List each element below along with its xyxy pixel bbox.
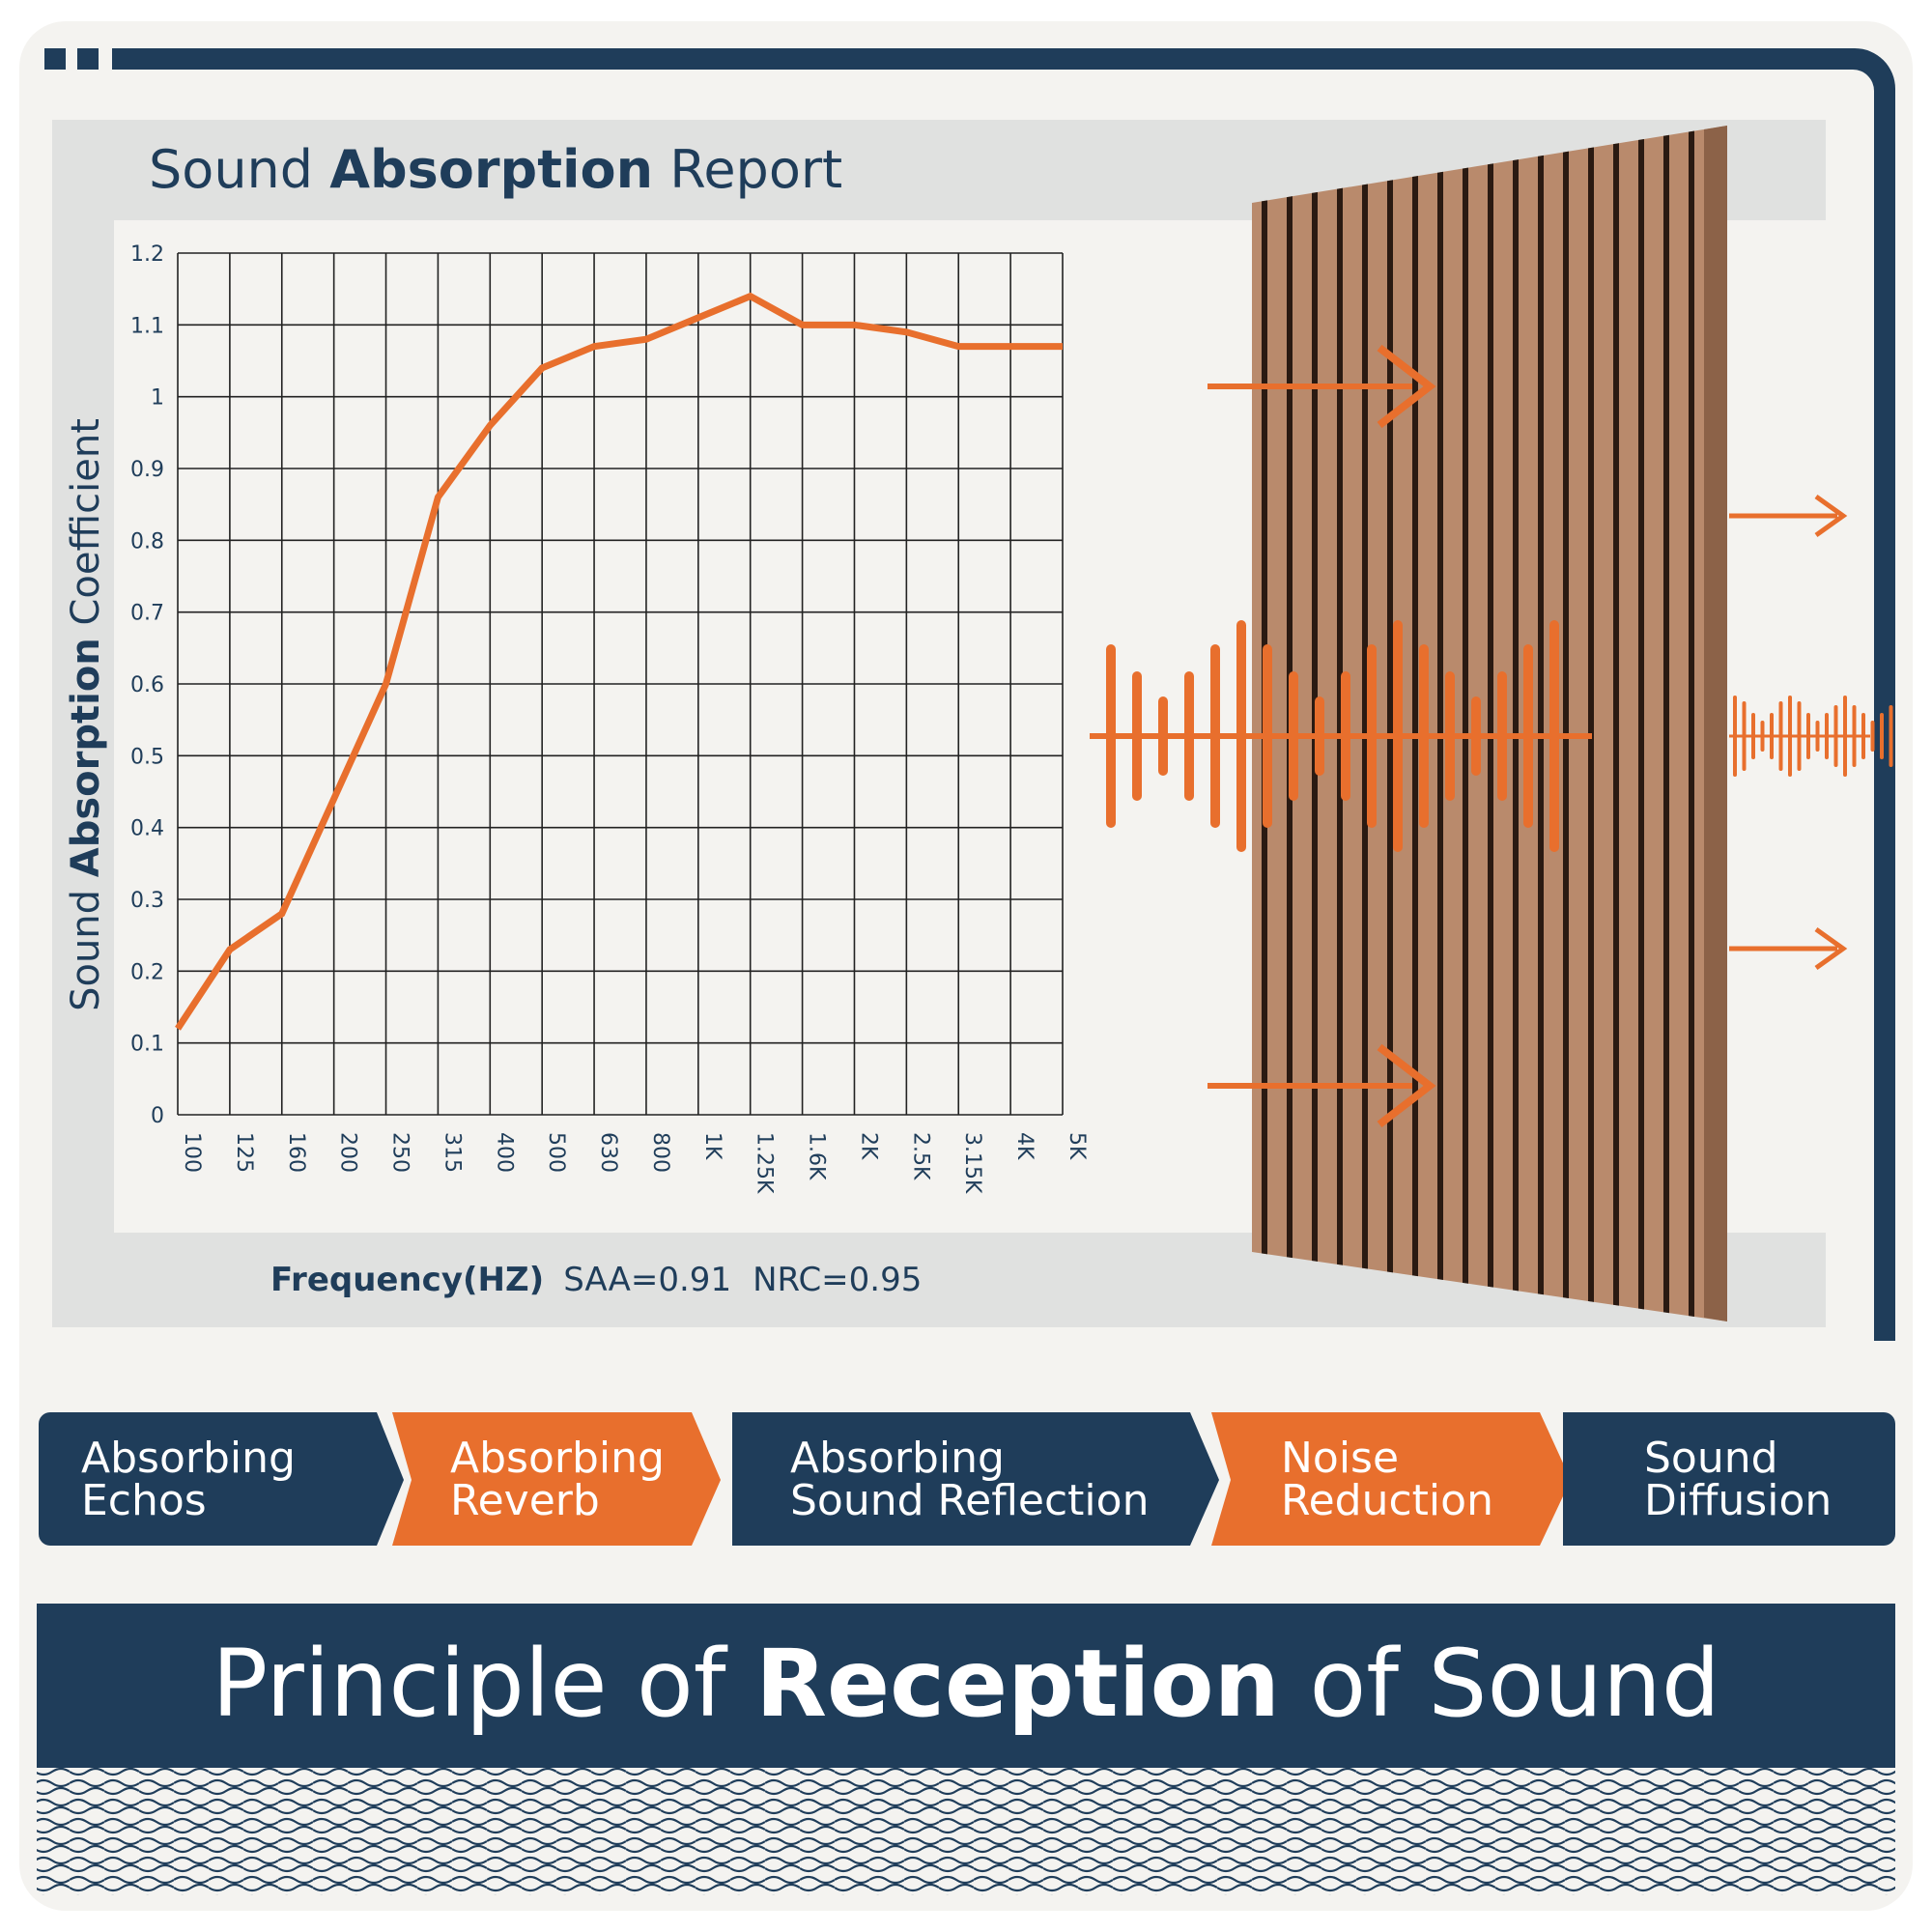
feature-label-line2: Sound Reflection	[790, 1476, 1149, 1525]
feature-sound-diffusion: Sound Diffusion	[1563, 1412, 1895, 1546]
panel-slat-groove	[1488, 126, 1493, 1321]
banner-background	[37, 1604, 1895, 1768]
y-tick-label: 1	[151, 386, 164, 411]
panel-slat-groove	[1513, 126, 1519, 1321]
incoming-arrow-bottom	[1208, 1043, 1436, 1128]
x-tick-label: 250	[388, 1132, 412, 1173]
x-tick-label: 800	[648, 1132, 672, 1173]
feature-absorbing-sound-reflection: Absorbing Sound Reflection	[732, 1412, 1219, 1546]
feature-absorbing-reverb: Absorbing Reverb	[392, 1412, 721, 1546]
feature-absorbing-echos: Absorbing Echos	[39, 1412, 404, 1546]
x-tick-labels: 100 125 160 200 250 315 400 500 630 800 1K 1.25K 1.6…	[180, 1132, 1089, 1194]
y-tick-label: 0.2	[130, 960, 164, 984]
panel-slat-groove	[1412, 126, 1418, 1321]
y-tick-label: 0.7	[130, 602, 164, 626]
panel-slat-groove	[1689, 126, 1694, 1321]
x-tick-label: 1K	[700, 1132, 724, 1160]
x-axis-label: Frequency(HZ)	[270, 1261, 544, 1299]
y-tick-label: 1.1	[130, 314, 164, 338]
feature-label-line2: Reverb	[450, 1476, 600, 1525]
x-tick-label: 160	[284, 1132, 308, 1173]
x-tick-label: 400	[492, 1132, 516, 1173]
chart-series	[175, 292, 1063, 1031]
x-tick-label: 5K	[1065, 1132, 1089, 1160]
x-tick-label: 1.25K	[753, 1132, 777, 1194]
y-tick-label: 0.5	[130, 745, 164, 769]
y-tick-label: 1.2	[130, 242, 164, 267]
x-tick-label: 315	[440, 1132, 464, 1173]
feature-label-line1: Absorbing	[81, 1434, 296, 1483]
series-line	[175, 292, 1063, 1031]
panel-slat-groove	[1563, 126, 1569, 1321]
x-tick-label: 3.15K	[960, 1132, 984, 1194]
saa-value: SAA=0.91	[563, 1261, 731, 1299]
panel-slat-groove	[1437, 126, 1443, 1321]
y-axis-label: Sound Absorption Coefficient	[64, 418, 108, 1011]
x-tick-label: 630	[596, 1132, 620, 1173]
outgoing-arrow-bottom	[1729, 926, 1848, 971]
feature-label-line1: Noise	[1281, 1434, 1399, 1483]
y-tick-labels: 0 0.1 0.2 0.3 0.4 0.5 0.6 0.7 0.8 0.9 1 1.1 1.2	[130, 242, 164, 1128]
panel-slat-groove	[1337, 126, 1343, 1321]
chart-grid	[177, 252, 1064, 1116]
x-tick-label: 2K	[856, 1132, 880, 1160]
y-tick-label: 0.1	[130, 1033, 164, 1057]
x-tick-label: 200	[336, 1132, 360, 1173]
banner-title: Principle of Reception of Sound	[212, 1630, 1720, 1738]
feature-label-line2: Echos	[81, 1476, 207, 1525]
panel-slat-groove	[1613, 126, 1619, 1321]
acoustic-panel-illustration	[1252, 126, 1727, 1321]
feature-strip: Absorbing Echos Absorbing Reverb Absorbi…	[39, 1412, 1895, 1546]
feature-label-line1: Absorbing	[790, 1434, 1005, 1483]
panel-slat-groove	[1538, 126, 1544, 1321]
x-axis-caption: Frequency(HZ) SAA=0.91 NRC=0.95	[270, 1261, 922, 1299]
feature-label-line2: Reduction	[1281, 1476, 1493, 1525]
panel-slat-groove	[1638, 126, 1644, 1321]
wave-pattern-strip	[37, 1768, 1895, 1895]
panel-slat-groove	[1663, 126, 1669, 1321]
y-tick-label: 0.8	[130, 529, 164, 554]
panel-slat-groove	[1463, 126, 1468, 1321]
y-tick-label: 0.6	[130, 673, 164, 697]
panel-slat-groove	[1362, 126, 1368, 1321]
incoming-arrow-top	[1208, 344, 1436, 429]
x-tick-label: 4K	[1012, 1132, 1037, 1160]
y-tick-label: 0.3	[130, 889, 164, 913]
nrc-value: NRC=0.95	[753, 1261, 922, 1299]
transmitted-sound-wave	[1729, 696, 1893, 777]
outgoing-arrow-top	[1729, 494, 1848, 538]
x-tick-label: 100	[180, 1132, 204, 1173]
x-tick-label: 125	[232, 1132, 256, 1173]
y-tick-label: 0	[151, 1104, 164, 1128]
report-title: Sound Absorption Report	[149, 139, 842, 200]
y-tick-label: 0.4	[130, 817, 164, 841]
incoming-sound-wave	[1090, 620, 1592, 852]
panel-slat-groove	[1387, 126, 1393, 1321]
feature-label-line2: Diffusion	[1644, 1476, 1832, 1525]
panel-slat-groove	[1588, 126, 1594, 1321]
x-tick-label: 1.6K	[805, 1132, 829, 1180]
x-tick-label: 2.5K	[908, 1132, 932, 1180]
feature-label-line1: Absorbing	[450, 1434, 665, 1483]
x-tick-label: 500	[544, 1132, 568, 1173]
y-tick-label: 0.9	[130, 458, 164, 482]
top-frame	[44, 48, 1895, 1341]
feature-label-line1: Sound	[1644, 1434, 1778, 1483]
feature-noise-reduction: Noise Reduction	[1211, 1412, 1571, 1546]
